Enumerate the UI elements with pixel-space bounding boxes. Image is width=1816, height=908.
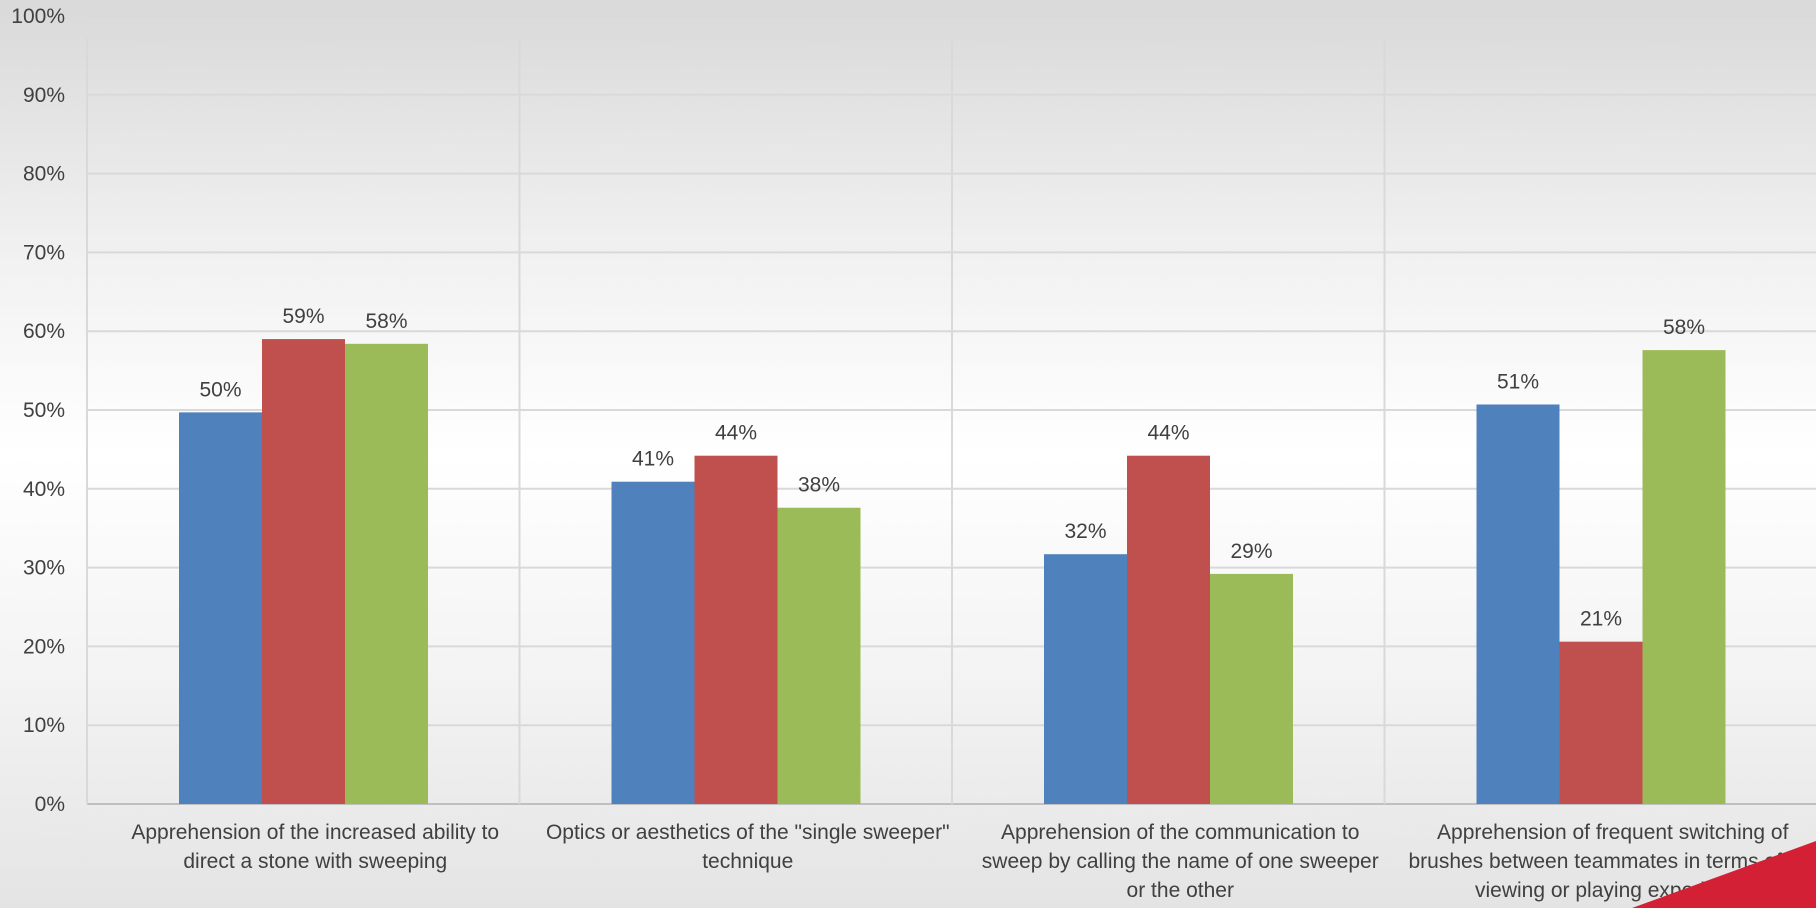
- bar: [1476, 404, 1560, 804]
- data-label: 32%: [1064, 520, 1106, 543]
- data-label: 38%: [798, 474, 840, 497]
- bar: [694, 455, 778, 804]
- data-label: 50%: [199, 378, 241, 401]
- data-label: 44%: [715, 422, 757, 445]
- red-corner-triangle: [1632, 841, 1816, 908]
- category-label: Apprehension of the increased ability to…: [131, 821, 500, 873]
- data-label: 41%: [632, 448, 674, 471]
- y-tick-label: 80%: [23, 163, 65, 186]
- bar: [1642, 350, 1726, 804]
- bar: [262, 339, 345, 804]
- y-tick-label: 90%: [23, 84, 65, 107]
- y-tick-label: 50%: [23, 399, 65, 422]
- data-label: 58%: [1663, 316, 1705, 339]
- category-label: Apprehension of frequent switching of br…: [1408, 821, 1816, 902]
- data-label: 44%: [1147, 422, 1189, 445]
- y-tick-label: 60%: [23, 320, 65, 343]
- y-tick-label: 30%: [23, 557, 65, 580]
- data-label: 59%: [282, 305, 324, 328]
- y-tick-label: 10%: [23, 714, 65, 737]
- bar: [611, 481, 695, 804]
- bar: [1044, 554, 1127, 804]
- data-label: 58%: [365, 310, 407, 333]
- category-label: Optics or aesthetics of the "single swee…: [545, 821, 950, 873]
- data-label: 29%: [1230, 540, 1272, 563]
- y-tick-label: 70%: [23, 241, 65, 264]
- data-label: 21%: [1580, 608, 1622, 631]
- y-tick-label: 20%: [23, 635, 65, 658]
- y-tick-label: 40%: [23, 478, 65, 501]
- data-label: 51%: [1497, 370, 1539, 393]
- y-tick-label: 100%: [11, 5, 65, 28]
- bar: [777, 507, 861, 804]
- bar: [345, 343, 428, 804]
- bar: [1559, 641, 1643, 804]
- bar: [1210, 573, 1293, 804]
- bar: [179, 412, 262, 804]
- bar: [1127, 455, 1210, 804]
- category-label: Apprehension of the communication to swe…: [981, 821, 1379, 902]
- y-tick-label: 0%: [35, 793, 65, 816]
